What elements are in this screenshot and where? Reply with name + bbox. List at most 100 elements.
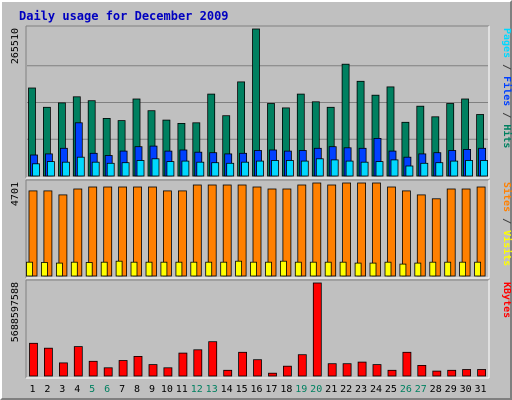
bar-sites-day-2 (41, 262, 48, 277)
bar-sites-day-3 (56, 262, 63, 277)
max-label: 4701 (10, 182, 21, 206)
bar-sites-day-24 (369, 262, 377, 277)
series-label: Pages / Files / Hits (501, 28, 512, 148)
bar-pages-day-22 (345, 160, 354, 177)
bar-visits-day-26 (401, 190, 411, 277)
x-tick-label: 4 (74, 384, 80, 395)
bar-kbytes-day-7 (118, 360, 128, 377)
bar-visits-day-30 (461, 188, 471, 277)
bar-pages-day-28 (435, 162, 444, 177)
bar-visits-day-12 (192, 184, 202, 277)
bar-pages-day-1 (32, 163, 40, 177)
bar-sites-day-20 (309, 261, 317, 277)
bar-sites-day-11 (175, 261, 183, 277)
bar-sites-day-22 (339, 261, 347, 277)
bar-kbytes-day-1 (29, 342, 38, 377)
x-tick-label: 13 (206, 384, 218, 395)
x-tick-label: 31 (474, 384, 486, 395)
x-tick-label: 21 (325, 384, 337, 395)
max-label: 5688597588 (10, 282, 21, 342)
x-tick-label: 23 (355, 384, 367, 395)
bar-visits-day-18 (282, 188, 292, 277)
bar-sites-day-10 (160, 261, 168, 277)
bar-visits-day-25 (387, 186, 396, 277)
bar-visits-day-1 (28, 190, 38, 277)
bar-pages-day-2 (47, 161, 55, 177)
x-tick-label: 9 (149, 384, 155, 395)
x-tick-label: 16 (250, 384, 262, 395)
bar-kbytes-day-31 (477, 369, 487, 377)
bar-sites-day-27 (414, 262, 422, 277)
bar-pages-day-30 (465, 160, 474, 177)
bar-kbytes-day-27 (417, 364, 427, 377)
bar-visits-day-9 (148, 186, 157, 277)
x-tick-label: 20 (310, 384, 322, 395)
bar-sites-day-9 (145, 261, 153, 277)
bar-pages-day-14 (226, 162, 235, 177)
bar-visits-day-4 (73, 188, 83, 277)
x-tick-label: 29 (445, 384, 457, 395)
bar-kbytes-day-26 (402, 351, 412, 377)
bar-pages-day-19 (300, 160, 309, 177)
bar-pages-day-4 (76, 156, 85, 177)
x-tick-label: 17 (265, 384, 277, 395)
bar-pages-day-9 (151, 158, 160, 177)
bar-visits-day-2 (43, 190, 53, 277)
bar-kbytes-day-16 (253, 359, 262, 377)
bar-pages-day-18 (285, 160, 294, 177)
x-tick-label: 3 (59, 384, 65, 395)
bar-sites-day-13 (205, 261, 213, 277)
x-tick-label: 14 (221, 384, 233, 395)
x-tick-label: 22 (340, 384, 352, 395)
series-label-part: / (501, 58, 512, 76)
x-tick-label: 19 (295, 384, 307, 395)
bar-visits-day-14 (222, 184, 232, 277)
panel-hits_files_pages: 265510 Pages / Files / Hits (10, 25, 512, 179)
bar-kbytes-day-29 (447, 369, 457, 377)
bar-pages-day-7 (121, 162, 130, 177)
x-tick-label: 25 (385, 384, 397, 395)
series-label: KBytes (501, 282, 512, 318)
bar-visits-day-10 (162, 190, 172, 277)
bar-visits-day-16 (252, 186, 262, 277)
bar-sites-day-4 (70, 261, 78, 277)
x-tick-label: 6 (104, 384, 110, 395)
series-label-part: Sites (501, 182, 512, 212)
x-tick-label: 30 (460, 384, 472, 395)
bar-kbytes-day-23 (357, 361, 367, 377)
bar-pages-day-15 (241, 161, 250, 177)
bar-pages-day-20 (315, 158, 324, 177)
x-tick-label: 12 (191, 384, 203, 395)
series-label-part: / (501, 106, 512, 124)
bar-kbytes-day-25 (387, 369, 397, 377)
bar-kbytes-day-10 (163, 367, 173, 377)
bar-pages-day-6 (106, 162, 115, 177)
series-label: Sites / Visits (501, 182, 512, 266)
bar-visits-day-27 (416, 194, 426, 277)
bar-visits-day-29 (446, 188, 456, 277)
bar-visits-day-24 (372, 182, 381, 277)
x-tick-label: 8 (134, 384, 140, 395)
bar-kbytes-day-6 (103, 367, 113, 377)
bar-kbytes-day-22 (342, 363, 352, 377)
x-tick-label: 27 (415, 384, 427, 395)
bar-pages-day-10 (166, 161, 175, 177)
bar-sites-day-17 (265, 261, 272, 277)
bar-kbytes-day-24 (372, 364, 382, 377)
bar-kbytes-day-5 (88, 360, 98, 377)
bar-kbytes-day-15 (238, 351, 248, 377)
bar-pages-day-27 (420, 162, 429, 177)
bar-visits-day-28 (431, 198, 441, 277)
x-tick-label: 15 (236, 384, 248, 395)
bar-pages-day-31 (480, 160, 489, 177)
bar-pages-day-3 (62, 161, 70, 177)
x-tick-label: 11 (176, 384, 188, 395)
bar-sites-day-21 (324, 261, 332, 277)
panel-visits_sites: 4701 Sites / Visits (10, 179, 512, 279)
series-label-part: Pages (501, 28, 512, 58)
series-label-part: KBytes (501, 282, 512, 318)
bar-sites-day-6 (100, 261, 108, 277)
bar-kbytes-day-9 (148, 364, 158, 377)
bar-pages-day-21 (330, 159, 339, 177)
